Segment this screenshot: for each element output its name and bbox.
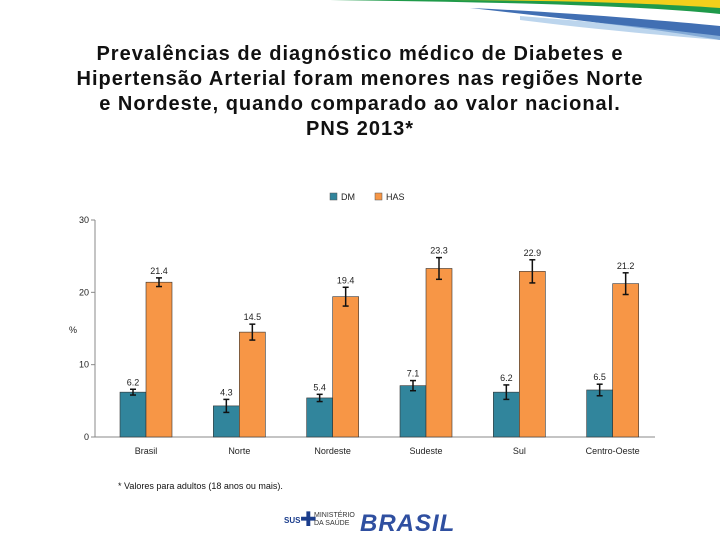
bar-has-3 (425, 268, 453, 438)
bar-has-2 (332, 296, 359, 438)
band-yellow (420, 0, 720, 8)
data-label-has-0: 21.4 (150, 266, 168, 276)
y-axis-label: % (69, 325, 77, 335)
x-tick-label: Centro-Oeste (586, 446, 640, 456)
band-blue (470, 8, 720, 40)
brasil-logo: BRASIL (360, 510, 456, 537)
y-tick-label: 30 (79, 215, 89, 225)
data-label-has-5: 21.2 (617, 261, 635, 271)
legend-label-dm: DM (341, 192, 355, 202)
data-label-dm-5: 6.5 (593, 372, 606, 382)
footer-logos: SUS ✚ MINISTÉRIO DA SAÚDE BRASIL (280, 508, 454, 540)
x-tick-label: Sul (513, 446, 526, 456)
data-label-dm-1: 4.3 (220, 387, 233, 397)
data-label-has-3: 23.3 (430, 246, 448, 256)
band-white (0, 0, 720, 40)
x-tick-label: Sudeste (409, 446, 442, 456)
cross-icon: ✚ (300, 509, 317, 531)
data-label-dm-2: 5.4 (313, 382, 326, 392)
band-light (520, 16, 720, 40)
y-tick-label: 20 (79, 287, 89, 297)
legend-label-has: HAS (386, 192, 405, 202)
x-tick-label: Brasil (135, 446, 158, 456)
data-label-dm-4: 6.2 (500, 373, 513, 383)
title-line-3: e Nordeste, quando comparado ao valor na… (99, 93, 621, 115)
page-title: Prevalências de diagnóstico médico de Di… (40, 42, 680, 142)
bar-has-5 (612, 283, 639, 438)
bar-has-4 (519, 271, 546, 438)
bar-has-1 (239, 331, 266, 438)
footnote: * Valores para adultos (18 anos ou mais)… (118, 481, 283, 491)
legend-swatch-dm (329, 192, 338, 201)
y-tick-label: 0 (84, 432, 89, 442)
title-line-2: Hipertensão Arterial foram menores nas r… (76, 68, 644, 90)
bar-dm-3 (399, 385, 427, 438)
bar-dm-2 (306, 397, 333, 438)
title-line-1: Prevalências de diagnóstico médico de Di… (96, 43, 624, 65)
x-tick-label: Nordeste (314, 446, 351, 456)
data-label-has-2: 19.4 (337, 275, 355, 285)
x-tick-label: Norte (228, 446, 250, 456)
data-label-has-1: 14.5 (244, 312, 262, 322)
legend-swatch-has (374, 192, 383, 201)
ministry-logo: MINISTÉRIO DA SAÚDE (314, 512, 355, 527)
sus-logo: SUS (284, 516, 301, 525)
band-green (330, 0, 720, 14)
top-color-band (0, 0, 720, 40)
bar-dm-0 (119, 391, 147, 438)
data-label-dm-3: 7.1 (407, 369, 420, 379)
data-label-has-4: 22.9 (524, 248, 542, 258)
bar-dm-5 (586, 389, 613, 438)
bar-has-0 (145, 281, 173, 438)
data-label-dm-0: 6.2 (127, 377, 140, 387)
title-line-4: PNS 2013* (306, 118, 414, 140)
y-tick-label: 10 (79, 360, 89, 370)
